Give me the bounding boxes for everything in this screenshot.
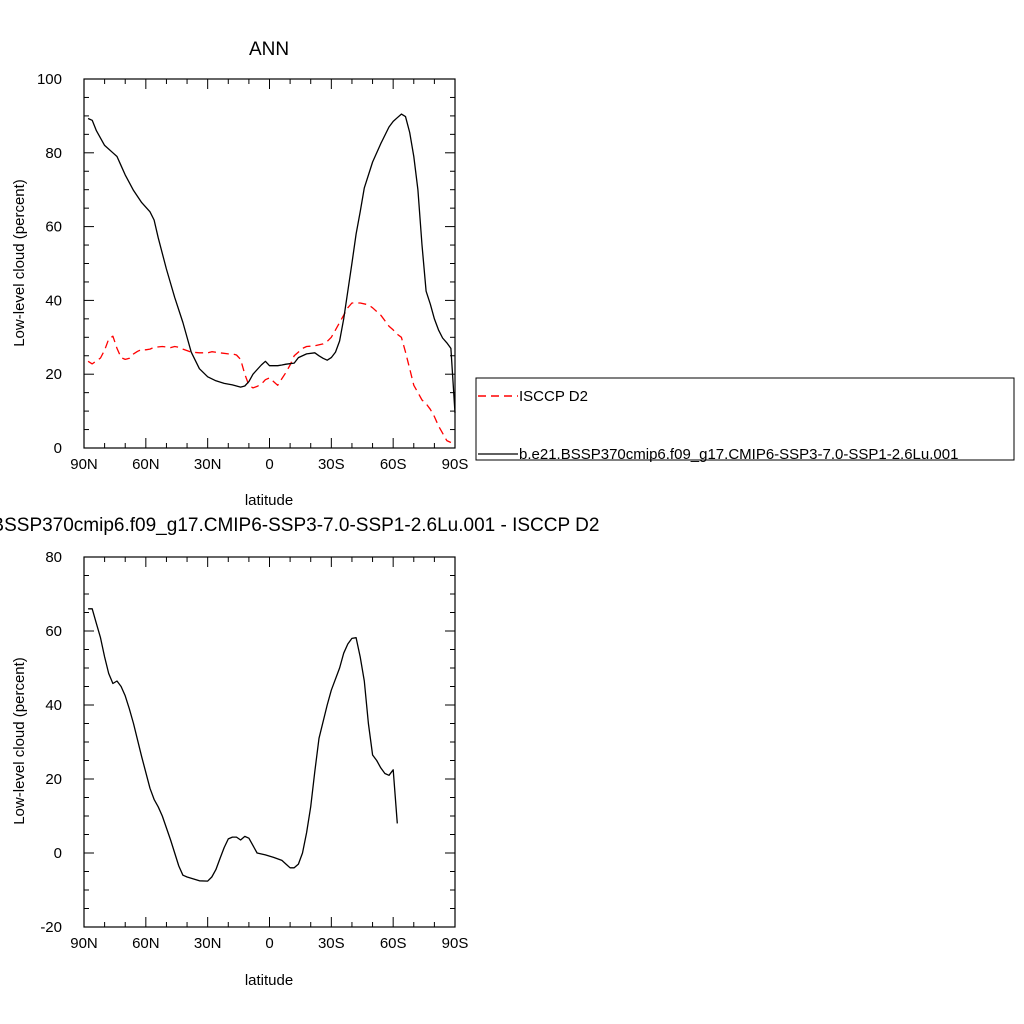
bottom-plot-frame [83, 556, 456, 928]
top-y-axis-label: Low-level cloud (percent) [11, 179, 28, 347]
bottom-y-tick-label: 0 [54, 845, 62, 862]
bottom-y-axis-label: Low-level cloud (percent) [11, 657, 28, 825]
bottom-x-tick-label: 60N [132, 935, 160, 952]
top-x-axis-label: latitude [245, 492, 293, 509]
top-y-tick-label: 80 [45, 145, 62, 162]
top-y-tick-label: 0 [54, 440, 62, 457]
top-series-line-1 [87, 302, 452, 444]
top-x-tick-label: 0 [265, 456, 273, 473]
bottom-y-tick-label: 20 [45, 771, 62, 788]
bottom-y-tick-label: 80 [45, 549, 62, 566]
top-x-tick-label: 60S [380, 456, 407, 473]
top-plot-frame [83, 78, 456, 449]
bottom-x-axis-label: latitude [245, 972, 293, 989]
bottom-x-tick-label: 30N [194, 935, 222, 952]
top-series-line-2 [87, 113, 456, 413]
bottom-x-tick-label: 60S [380, 935, 407, 952]
bottom-y-tick-label: 40 [45, 697, 62, 714]
top-y-tick-label: 60 [45, 219, 62, 236]
bottom-y-tick-label: 60 [45, 623, 62, 640]
top-panel: ANN Low-level cloud (percent) latitude 9… [11, 39, 1015, 509]
top-tick-labels: 90N 60N 30N 0 30S 60S 90S 0 20 40 60 80 100 [37, 71, 468, 473]
top-x-tick-label: 60N [132, 456, 160, 473]
bottom-ticks [83, 556, 456, 928]
bottom-series-line-1 [88, 608, 398, 882]
top-y-tick-label: 20 [45, 366, 62, 383]
bottom-chart-title: b.e21.BSSP370cmip6.f09_g17.CMIP6-SSP3-7.… [0, 515, 599, 536]
bottom-y-tick-label: -20 [40, 919, 62, 936]
top-x-tick-label: 90N [70, 456, 98, 473]
bottom-x-tick-label: 90N [70, 935, 98, 952]
top-x-tick-label: 30S [318, 456, 345, 473]
top-y-tick-label: 40 [45, 292, 62, 309]
top-x-tick-label: 30N [194, 456, 222, 473]
top-ticks [83, 78, 456, 449]
bottom-tick-labels: 90N 60N 30N 0 30S 60S 90S -20 0 20 40 60 80 [40, 549, 468, 952]
bottom-x-tick-label: 90S [442, 935, 469, 952]
top-y-tick-label: 100 [37, 71, 62, 88]
top-chart-title: ANN [249, 39, 289, 60]
legend-box [475, 377, 1015, 461]
legend-label-model: b.e21.BSSP370cmip6.f09_g17.CMIP6-SSP3-7.… [519, 446, 958, 463]
top-series [87, 113, 456, 444]
legend-label-isccp: ISCCP D2 [519, 388, 588, 405]
bottom-series [88, 608, 398, 882]
bottom-x-tick-label: 0 [265, 935, 273, 952]
bottom-panel: b.e21.BSSP370cmip6.f09_g17.CMIP6-SSP3-7.… [0, 515, 599, 989]
legend: ISCCP D2 b.e21.BSSP370cmip6.f09_g17.CMIP… [475, 377, 1015, 463]
bottom-x-tick-label: 30S [318, 935, 345, 952]
top-x-tick-label: 90S [442, 456, 469, 473]
